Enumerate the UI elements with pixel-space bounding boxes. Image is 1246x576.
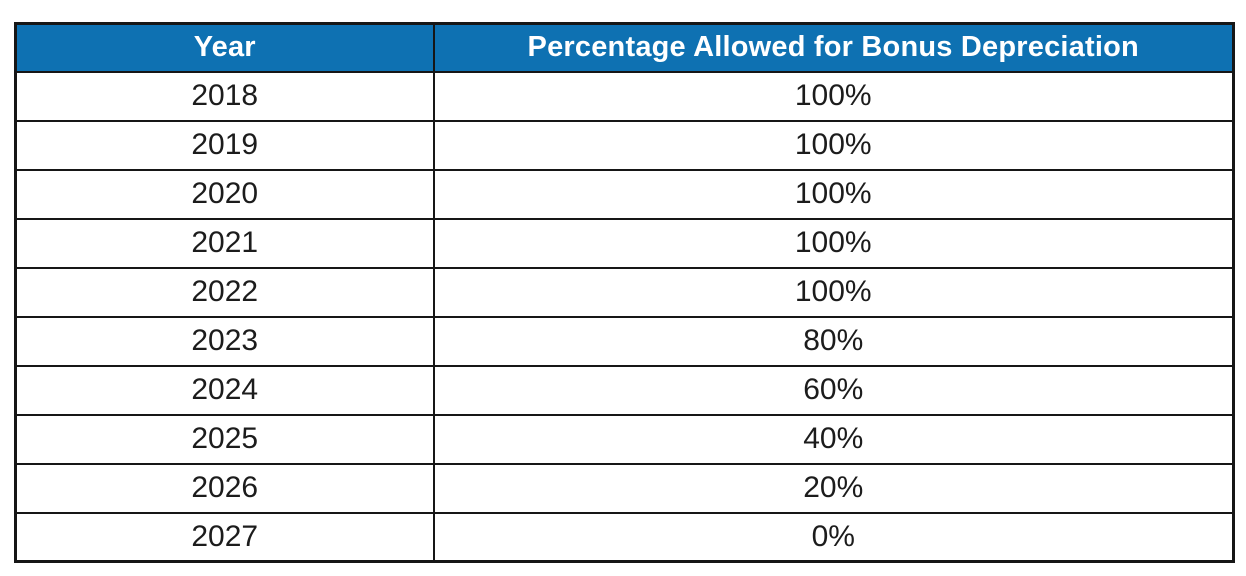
year-column-header: Year: [14, 22, 435, 73]
percentage-cell: 100%: [432, 70, 1235, 122]
percentage-cell: 40%: [432, 413, 1235, 465]
percentage-cell: 100%: [432, 168, 1235, 220]
table-row: 2027 0%: [14, 511, 1235, 563]
depreciation-table-container: Year Percentage Allowed for Bonus Deprec…: [14, 22, 1235, 563]
table-body: 2018 100% 2019 100% 2020 100% 2021 100% 2022 100%…: [14, 70, 1235, 563]
table-row: 2019 100%: [14, 119, 1235, 171]
year-cell: 2018: [14, 70, 435, 122]
year-cell: 2026: [14, 462, 435, 514]
table-row: 2025 40%: [14, 413, 1235, 465]
table-row: 2021 100%: [14, 217, 1235, 269]
table-row: 2026 20%: [14, 462, 1235, 514]
header-row: Year Percentage Allowed for Bonus Deprec…: [14, 22, 1235, 73]
year-cell: 2024: [14, 364, 435, 416]
percentage-cell: 60%: [432, 364, 1235, 416]
year-cell: 2020: [14, 168, 435, 220]
year-cell: 2019: [14, 119, 435, 171]
table-header: Year Percentage Allowed for Bonus Deprec…: [14, 22, 1235, 73]
year-cell: 2022: [14, 266, 435, 318]
table-row: 2023 80%: [14, 315, 1235, 367]
year-cell: 2023: [14, 315, 435, 367]
year-cell: 2025: [14, 413, 435, 465]
percentage-cell: 80%: [432, 315, 1235, 367]
table-row: 2022 100%: [14, 266, 1235, 318]
percentage-cell: 20%: [432, 462, 1235, 514]
bonus-depreciation-table: Year Percentage Allowed for Bonus Deprec…: [14, 22, 1235, 563]
percentage-cell: 100%: [432, 119, 1235, 171]
table-row: 2024 60%: [14, 364, 1235, 416]
year-cell: 2027: [14, 511, 435, 563]
percentage-column-header: Percentage Allowed for Bonus Depreciatio…: [432, 22, 1235, 73]
percentage-cell: 100%: [432, 266, 1235, 318]
percentage-cell: 100%: [432, 217, 1235, 269]
table-row: 2020 100%: [14, 168, 1235, 220]
year-cell: 2021: [14, 217, 435, 269]
table-row: 2018 100%: [14, 70, 1235, 122]
percentage-cell: 0%: [432, 511, 1235, 563]
